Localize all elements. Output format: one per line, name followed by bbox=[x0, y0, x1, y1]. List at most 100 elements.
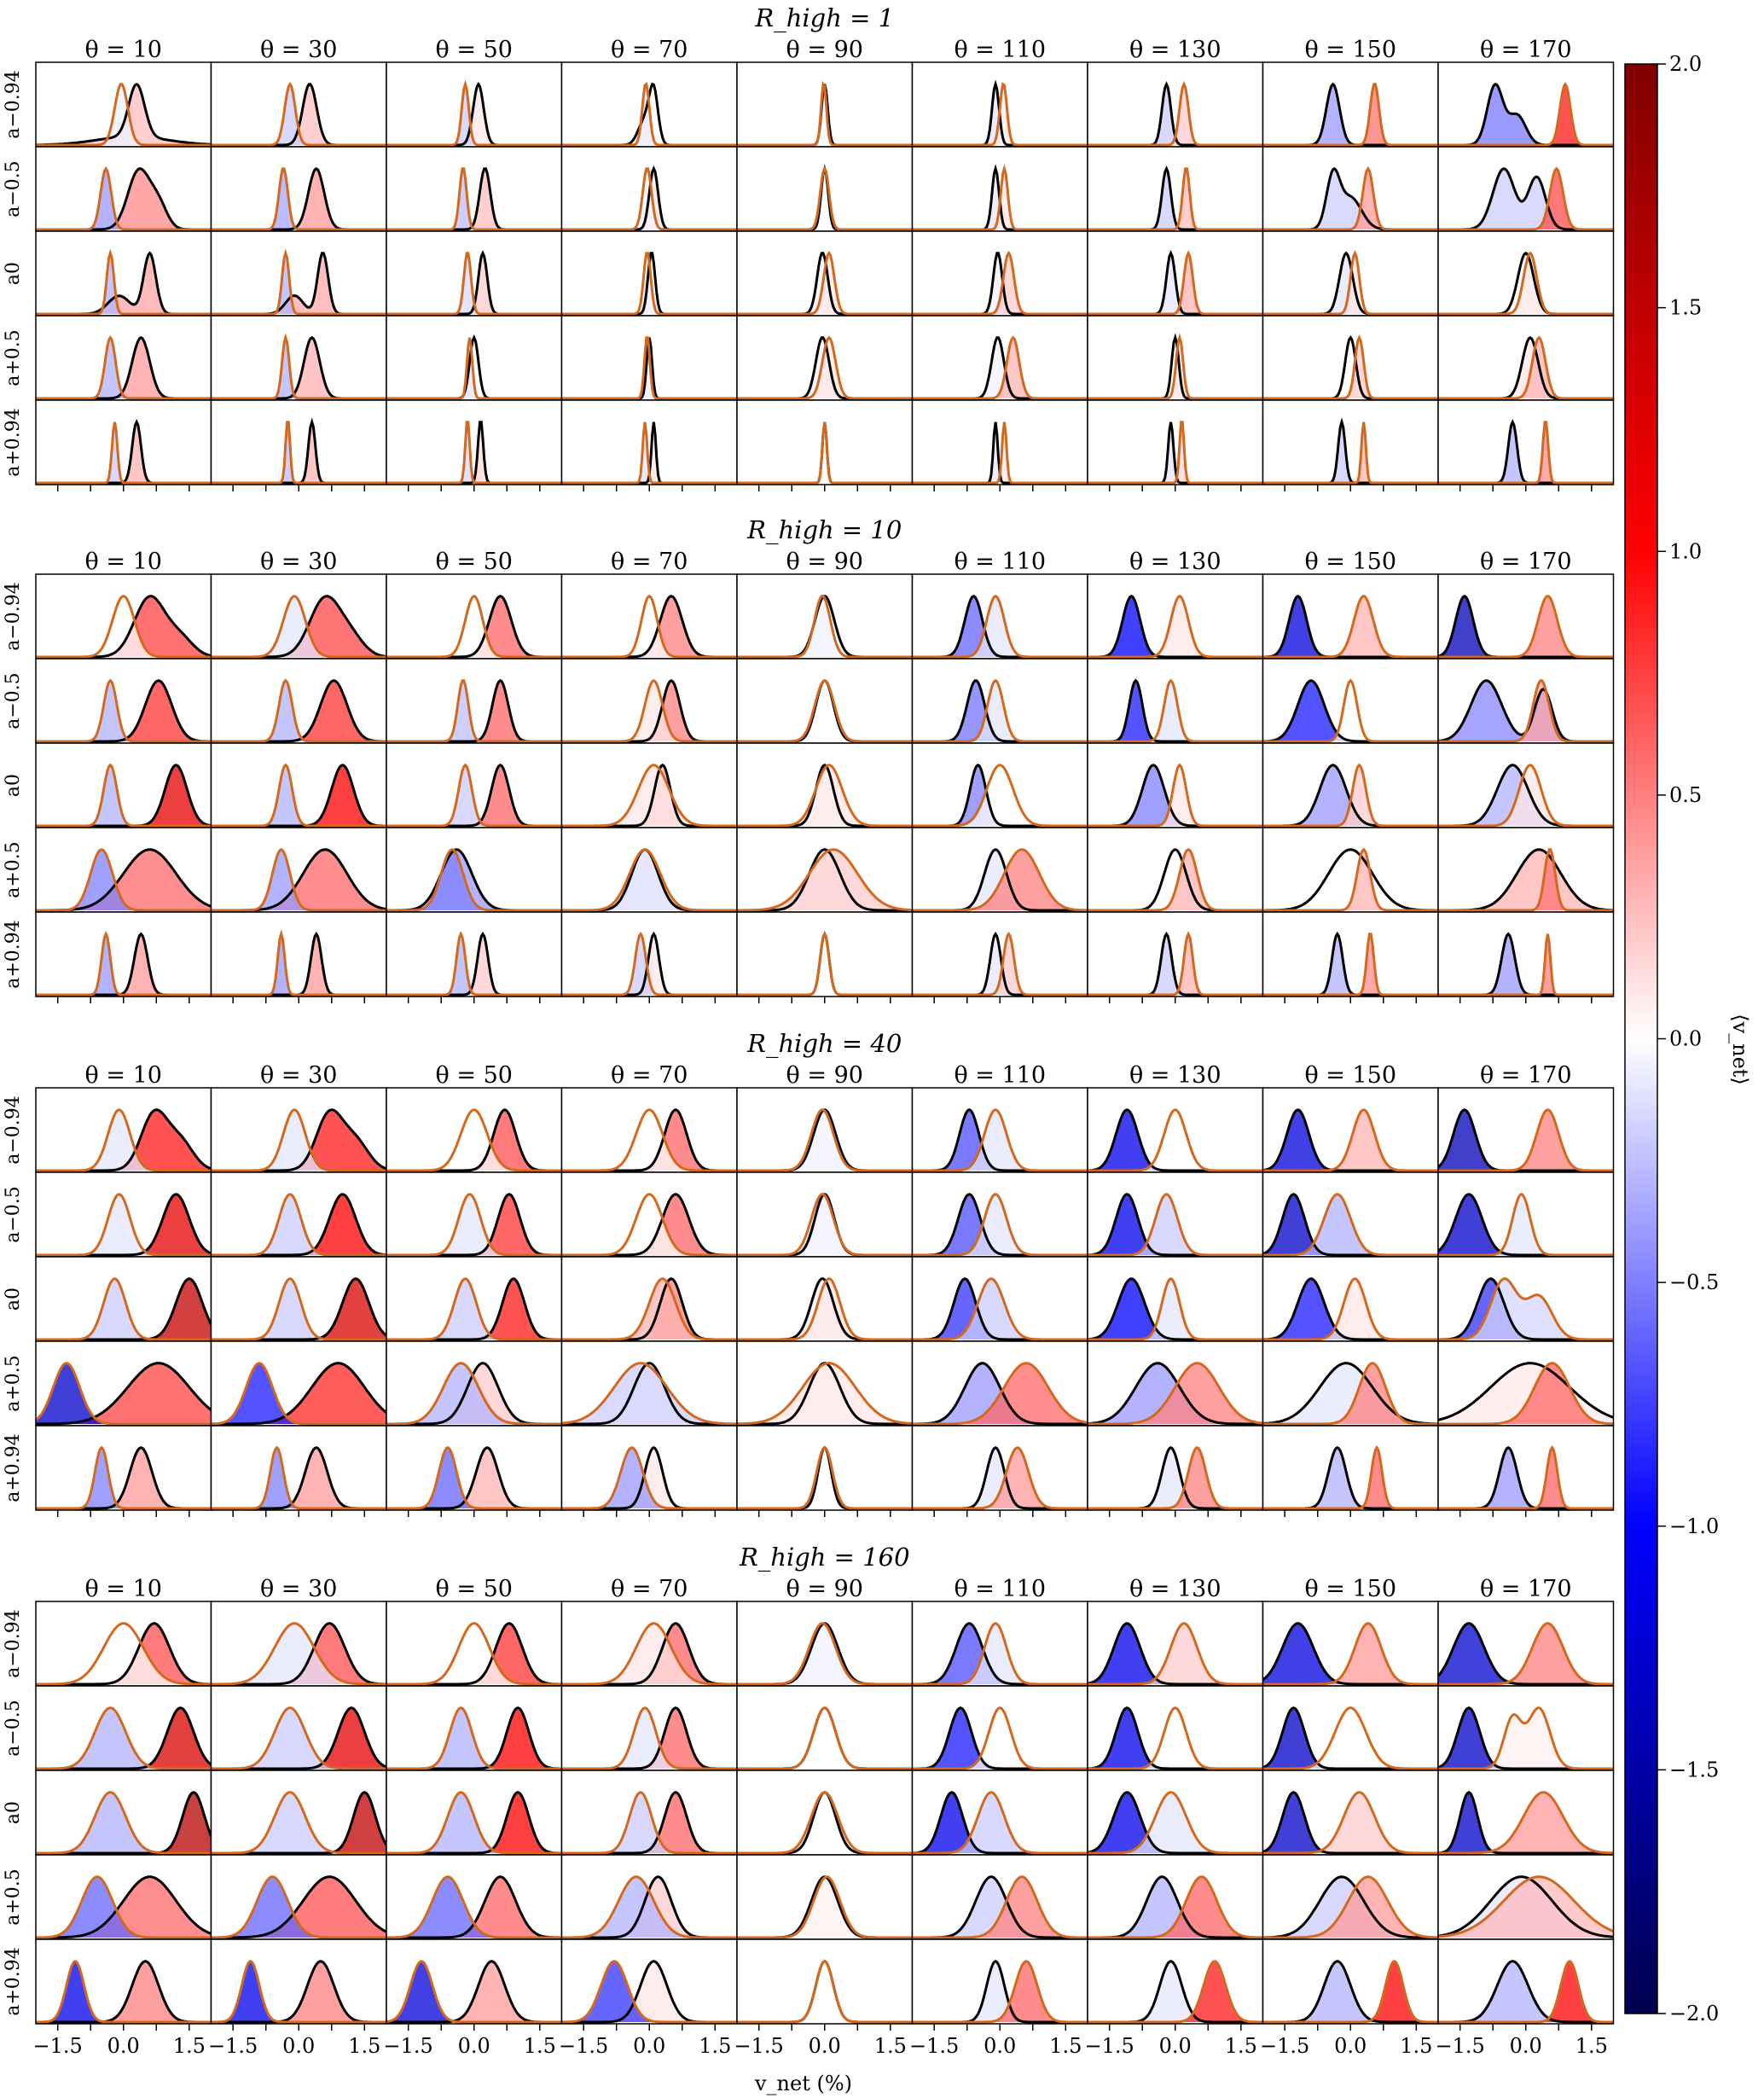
subplot bbox=[560, 399, 738, 491]
density-fill bbox=[386, 1278, 562, 1340]
density-line-orange bbox=[211, 167, 386, 231]
density-fill bbox=[737, 253, 913, 314]
density-line-orange bbox=[561, 1193, 737, 1257]
density-fill bbox=[1088, 1447, 1263, 1508]
density-line-orange bbox=[1262, 166, 1438, 231]
subplot bbox=[911, 1171, 1088, 1258]
density-fill bbox=[561, 1623, 737, 1684]
density-line-orange bbox=[386, 848, 562, 912]
subplot-frame bbox=[1438, 1426, 1614, 1510]
x-tick-label: −1.5 bbox=[909, 2034, 959, 2058]
density-line-orange bbox=[561, 1362, 737, 1426]
density-line-orange bbox=[1262, 933, 1438, 997]
density-fill bbox=[386, 1792, 562, 1853]
density-line-orange bbox=[561, 1791, 737, 1855]
density-fill bbox=[737, 168, 913, 230]
subplot bbox=[35, 911, 212, 1003]
subplot bbox=[386, 61, 563, 148]
density-line-orange bbox=[211, 333, 386, 400]
density-fill bbox=[1262, 1194, 1438, 1255]
density-line-orange bbox=[36, 763, 212, 828]
density-line-orange bbox=[561, 167, 737, 231]
x-tick-label: 0.0 bbox=[1334, 2034, 1367, 2058]
density-line-orange bbox=[737, 679, 913, 743]
subplot bbox=[560, 573, 738, 660]
subplot bbox=[1437, 1770, 1615, 1856]
density-line-orange bbox=[737, 250, 913, 316]
subplot bbox=[736, 1770, 914, 1856]
subplot bbox=[1087, 742, 1264, 828]
subplot bbox=[386, 1601, 563, 1687]
density-fill bbox=[211, 1876, 386, 1938]
column-title: θ = 130 bbox=[1129, 37, 1221, 63]
density-line-orange bbox=[912, 1622, 1088, 1686]
density-line-orange bbox=[561, 1960, 737, 2024]
density-line-orange bbox=[1438, 166, 1614, 231]
density-line-black bbox=[1437, 1790, 1614, 1855]
density-fill bbox=[1088, 1623, 1263, 1684]
subplot bbox=[560, 658, 738, 744]
column-title: θ = 170 bbox=[1480, 1062, 1572, 1089]
density-line-orange bbox=[1262, 1706, 1438, 1770]
density-line-orange bbox=[386, 594, 562, 659]
subplot bbox=[911, 1854, 1088, 1940]
subplot bbox=[1262, 230, 1439, 317]
column-title: θ = 10 bbox=[85, 549, 162, 575]
subplot bbox=[911, 399, 1088, 491]
column-title: θ = 90 bbox=[786, 37, 863, 63]
density-line-orange bbox=[386, 1277, 562, 1341]
density-line-orange bbox=[1088, 930, 1263, 997]
x-tick-label: 0.0 bbox=[809, 2034, 841, 2058]
density-line-black bbox=[912, 1362, 1088, 1426]
subplot bbox=[736, 911, 914, 1003]
density-line-orange bbox=[1262, 1444, 1438, 1510]
density-line-orange bbox=[1438, 1959, 1614, 2024]
density-fill bbox=[737, 1109, 913, 1171]
density-fill bbox=[211, 1363, 386, 1424]
density-line-black bbox=[1262, 1362, 1438, 1426]
subplot-frame bbox=[386, 400, 562, 485]
subplot bbox=[35, 1601, 212, 1687]
subplot bbox=[1437, 315, 1615, 401]
subplot bbox=[1087, 1425, 1264, 1517]
density-fill bbox=[211, 1792, 386, 1853]
row-label: a+0.5 bbox=[3, 1868, 24, 1926]
density-line-orange bbox=[1438, 251, 1614, 316]
subplot bbox=[386, 146, 563, 232]
subplot bbox=[1087, 911, 1264, 1003]
subplot bbox=[911, 742, 1088, 828]
density-line-orange bbox=[912, 678, 1088, 743]
density-fill bbox=[1262, 1278, 1438, 1340]
density-fill bbox=[386, 1194, 562, 1255]
density-line-orange bbox=[737, 1108, 913, 1172]
density-line-orange bbox=[561, 1108, 737, 1172]
subplot bbox=[35, 1171, 212, 1258]
panel-title: R_high = 160 bbox=[739, 1543, 910, 1572]
density-line-orange bbox=[1262, 421, 1438, 485]
subplot bbox=[1437, 230, 1615, 317]
density-line-orange bbox=[1262, 1108, 1438, 1172]
density-line-orange bbox=[912, 1362, 1088, 1426]
row-label: a+0.5 bbox=[3, 841, 24, 898]
density-line-orange bbox=[1088, 678, 1263, 743]
column-title: θ = 150 bbox=[1304, 1062, 1396, 1089]
density-fill bbox=[386, 1792, 562, 1853]
density-line-orange bbox=[1088, 1875, 1263, 1939]
density-line-orange bbox=[737, 80, 913, 147]
density-fill bbox=[386, 1363, 562, 1424]
subplot bbox=[1437, 61, 1615, 148]
density-fill bbox=[211, 1194, 386, 1255]
subplot bbox=[560, 1938, 738, 2031]
subplot bbox=[736, 230, 914, 317]
density-fill bbox=[36, 596, 212, 657]
column-title: θ = 10 bbox=[85, 1576, 162, 1602]
column-title: θ = 50 bbox=[436, 37, 513, 63]
x-axis-label: v_net (%) bbox=[754, 2072, 852, 2095]
density-fill bbox=[1438, 1707, 1614, 1769]
subplot bbox=[1087, 315, 1264, 401]
density-fill bbox=[1438, 1278, 1614, 1340]
density-fill bbox=[737, 1194, 913, 1255]
density-fill bbox=[211, 1623, 386, 1684]
x-tick-label: 1.5 bbox=[1575, 2034, 1608, 2058]
density-fill bbox=[1088, 1278, 1263, 1340]
